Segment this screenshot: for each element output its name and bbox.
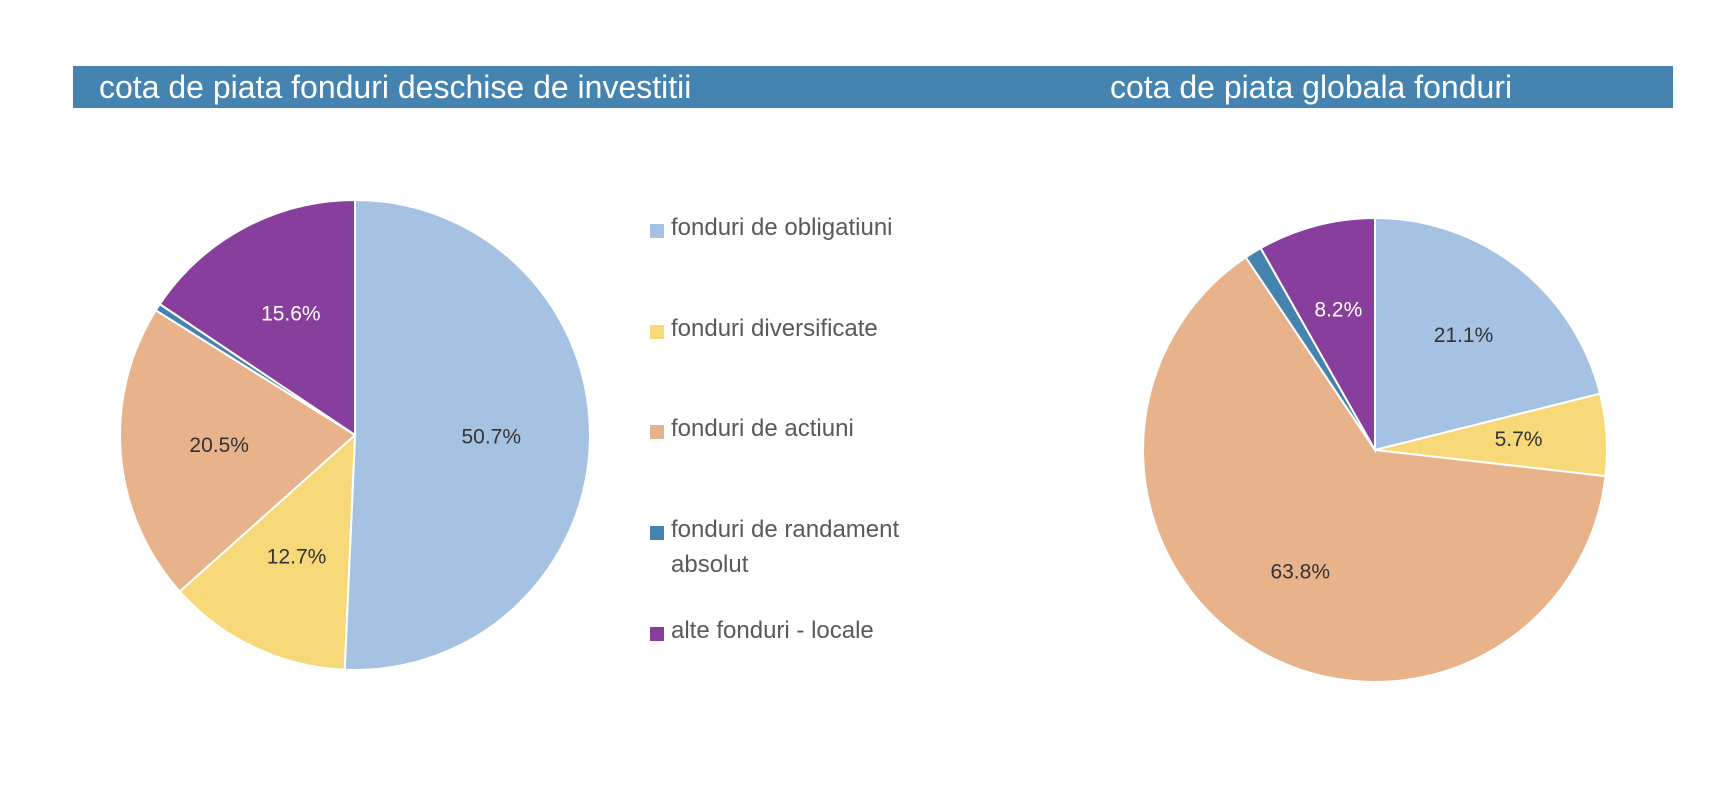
chart-title-left: cota de piata fonduri deschise de invest… [99, 69, 692, 105]
legend-swatch-diversificate [650, 325, 664, 339]
data-label-alte-fonduri: 8.2% [1314, 298, 1362, 321]
data-label-diversificate: 5.7% [1495, 428, 1543, 451]
legend-label-randament-absolut: fonduri de randament absolut [671, 516, 900, 578]
pie-slice-actiuni [1142, 255, 1607, 683]
pie-slice-actiuni [119, 308, 357, 593]
pie-slice-alte-fonduri [1259, 216, 1376, 454]
data-label-obligatiuni: 21.1% [1434, 324, 1494, 347]
legend-label-diversificate: fonduri diversificate [671, 315, 878, 342]
pie-slice-diversificate [178, 432, 357, 671]
pie-slice-obligatiuni [343, 198, 591, 671]
data-label-diversificate: 12.7% [267, 546, 327, 569]
legend-swatch-actiuni [650, 425, 664, 439]
legend-swatch-randament-absolut [650, 526, 664, 540]
data-label-actiuni: 63.8% [1270, 560, 1330, 583]
pie-slice-obligatiuni [1374, 216, 1602, 452]
legend-label-actiuni: fonduri de actiuni [671, 415, 854, 442]
data-label-alte-fonduri: 15.6% [261, 302, 321, 325]
header-bar: cota de piata fonduri deschise de invest… [73, 66, 1673, 108]
data-label-actiuni: 20.5% [189, 434, 249, 457]
legend-label-obligatiuni: fonduri de obligatiuni [671, 214, 893, 241]
legend-swatch-obligatiuni [650, 224, 664, 238]
pie-slice-alte-fonduri [158, 198, 356, 437]
legend-swatch-alte-fonduri [650, 627, 664, 641]
chart-title-right: cota de piata globala fonduri [1110, 69, 1513, 105]
legend-label-alte-fonduri: alte fonduri - locale [671, 617, 874, 644]
pie-chart-open-funds: 50.7% 12.7% 20.5% 15.6% [119, 198, 591, 671]
pie-chart-global-funds: 21.1% 5.7% 63.8% 8.2% [1142, 216, 1608, 683]
data-label-obligatiuni: 50.7% [461, 426, 521, 449]
